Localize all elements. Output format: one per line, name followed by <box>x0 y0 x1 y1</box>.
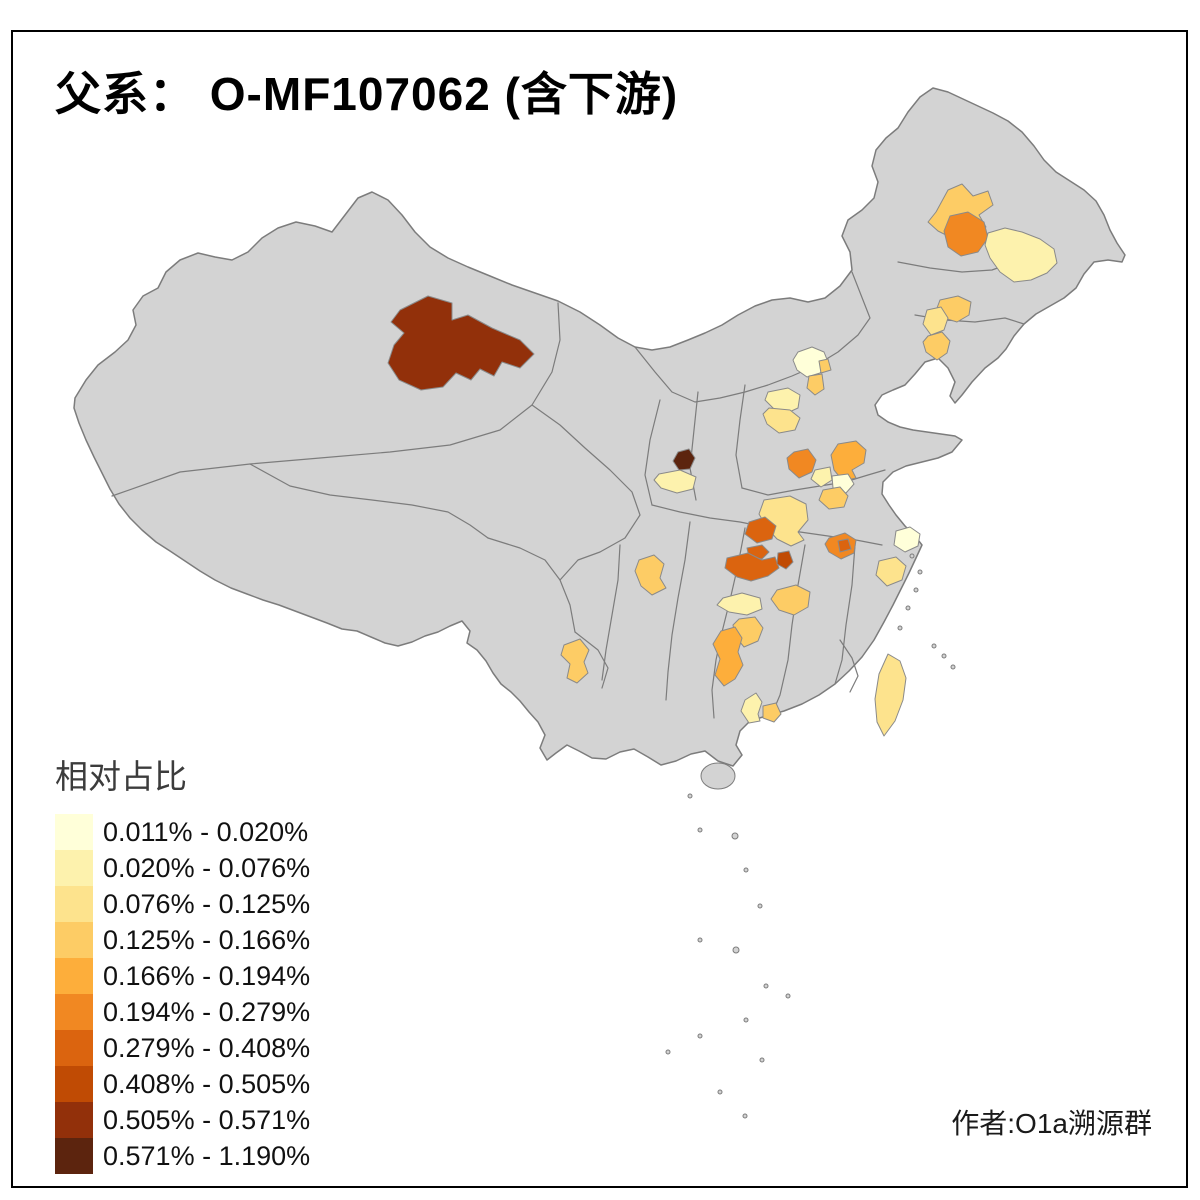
colored-regions <box>387 183 1058 737</box>
map-region-bin-10 <box>672 448 696 471</box>
legend-swatch <box>55 958 93 994</box>
legend-swatch <box>55 886 93 922</box>
legend-swatch <box>55 850 93 886</box>
legend-row: 0.408% - 0.505% <box>55 1066 385 1102</box>
map-region-bin-5 <box>712 626 744 687</box>
map-region-bin-4 <box>818 486 849 510</box>
legend-label: 0.571% - 1.190% <box>103 1140 311 1171</box>
legend-swatch <box>55 922 93 958</box>
map-region-bin-6 <box>786 448 817 479</box>
map-title: 父系： O-MF107062 (含下游) <box>55 68 679 120</box>
map-region-bin-2 <box>984 227 1058 283</box>
legend-label: 0.166% - 0.194% <box>103 960 311 991</box>
legend-label: 0.408% - 0.505% <box>103 1068 311 1099</box>
map-region-bin-3 <box>875 556 907 587</box>
legend: 相对占比 0.011% - 0.020% 0.020% - 0.076% 0.076… <box>55 750 385 1174</box>
map-region-bin-4 <box>762 702 782 723</box>
map-region-bin-4 <box>770 584 811 616</box>
legend-row: 0.505% - 0.571% <box>55 1102 385 1138</box>
map-region-bin-8 <box>776 550 794 570</box>
legend-row: 0.194% - 0.279% <box>55 994 385 1030</box>
map-region-bin-3 <box>922 306 949 336</box>
legend-label: 0.125% - 0.166% <box>103 924 311 955</box>
legend-row: 0.020% - 0.076% <box>55 850 385 886</box>
map-region-bin-7 <box>837 538 852 553</box>
map-region-bin-4 <box>818 358 832 374</box>
province-borders <box>111 261 1025 719</box>
islands <box>665 553 956 1119</box>
legend-row: 0.011% - 0.020% <box>55 814 385 850</box>
legend-row: 0.166% - 0.194% <box>55 958 385 994</box>
legend-swatch <box>55 814 93 850</box>
map-region-bin-4 <box>560 638 590 684</box>
map-region-bin-3 <box>874 653 907 737</box>
legend-swatch <box>55 1030 93 1066</box>
map-region-bin-7 <box>744 516 777 544</box>
legend-swatch <box>55 1102 93 1138</box>
legend-label: 0.279% - 0.408% <box>103 1032 311 1063</box>
map-region-bin-9 <box>387 295 535 391</box>
map-region-bin-6 <box>943 211 989 257</box>
legend-label: 0.076% - 0.125% <box>103 888 311 919</box>
map-region-bin-2 <box>716 592 763 616</box>
map-region-bin-2 <box>740 692 763 724</box>
legend-row: 0.279% - 0.408% <box>55 1030 385 1066</box>
map-region-bin-2 <box>810 466 833 488</box>
map-region-bin-1 <box>792 346 829 378</box>
legend-row: 0.125% - 0.166% <box>55 922 385 958</box>
map-region-bin-3 <box>762 407 801 434</box>
china-landmass <box>73 87 1126 767</box>
map-region-bin-4 <box>922 331 951 361</box>
map-region-bin-5 <box>830 440 867 482</box>
legend-label: 0.020% - 0.076% <box>103 852 311 883</box>
map-region-bin-4 <box>806 373 825 396</box>
legend-row: 0.571% - 1.190% <box>55 1138 385 1174</box>
legend-label: 0.194% - 0.279% <box>103 996 311 1027</box>
legend-swatch <box>55 1138 93 1174</box>
legend-row: 0.076% - 0.125% <box>55 886 385 922</box>
legend-label: 0.505% - 0.571% <box>103 1104 311 1135</box>
legend-swatch <box>55 1066 93 1102</box>
legend-title: 相对占比 <box>55 758 187 795</box>
map-region-bin-2 <box>653 469 697 494</box>
map-region-bin-1 <box>893 526 921 553</box>
hainan-island <box>700 762 736 790</box>
map-region-bin-4 <box>634 554 667 596</box>
legend-swatch <box>55 994 93 1030</box>
map-region-bin-2 <box>764 387 801 414</box>
map-region-bin-7 <box>724 552 780 582</box>
legend-label: 0.011% - 0.020% <box>103 816 309 847</box>
legend-rows: 0.011% - 0.020% 0.020% - 0.076% 0.076% - 0… <box>55 814 385 1174</box>
author-credit: 作者:O1a溯源群 <box>951 1108 1152 1139</box>
